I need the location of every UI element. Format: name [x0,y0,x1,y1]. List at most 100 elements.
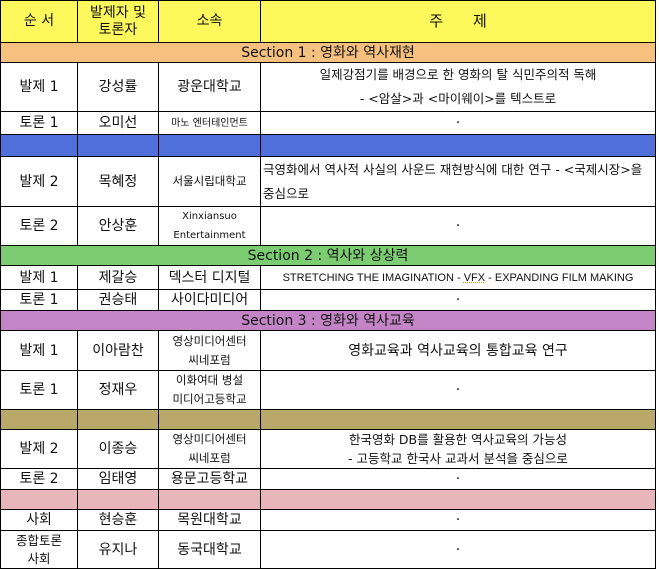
affiliation-line: Entertainment [173,230,246,241]
affiliation: 목원대학교 [158,509,261,531]
order: 토론 2 [0,206,78,246]
table-row: 사회 현승훈 목원대학교 · [0,509,656,531]
topic-line: 일제강점기를 배경으로 한 영화의 탈 식민주의적 독해 [319,67,597,82]
section-2-title: Section 2 : 역사와 상상력 [0,245,656,266]
person: 목혜정 [77,156,159,207]
spacer-cell [158,489,261,510]
topic: 일제강점기를 배경으로 한 영화의 탈 식민주의적 독해 - <암살>과 <마이웨… [260,62,656,112]
spacer-cell [158,409,261,430]
affiliation: 광운대학교 [158,62,261,112]
person: 현승훈 [77,509,159,531]
person: 정재우 [77,370,159,410]
table-row: 발제 1 제갈승 덱스터 디지털 STRETCHING THE IMAGINAT… [0,265,656,290]
affiliation-line: 영상미디어센터 [172,432,247,446]
topic: · [260,370,656,410]
affiliation: 덱스터 디지털 [158,265,261,290]
section-1-header: Section 1 : 영화와 역사재현 [0,42,656,63]
order-line: 종합토론 [15,532,62,548]
section-1-title: Section 1 : 영화와 역사재현 [0,42,656,63]
topic-part: - EXPANDING FILM MAKING [485,271,634,284]
topic-line: - 고등학교 한국사 교과서 분석을 중심으로 [348,451,568,466]
affiliation-line: 씨네포럼 [188,352,231,367]
person: 권승태 [77,289,159,311]
topic-line: - <암살>과 <마이웨이>를 텍스트로 [359,91,557,106]
affiliation: 사이다미디어 [158,289,261,311]
spacer-cell [77,409,159,430]
order: 사회 [0,509,78,531]
order: 발제 2 [0,156,78,207]
person: 임태영 [77,468,159,490]
spacer-cell [0,409,78,430]
affiliation-line: 이화여대 병설 [175,373,244,387]
table-row: 토론 2 임태영 용문고등학교 · [0,468,656,490]
spacer-cell [77,489,159,510]
person: 강성률 [77,62,159,112]
spacer-cell [77,134,159,157]
affiliation: 용문고등학교 [158,468,261,490]
order: 발제 1 [0,62,78,112]
spacer-row [0,409,656,430]
affiliation-line: Xinxiansuo [182,211,237,222]
topic-part: VFX [463,271,486,284]
affiliation-line: 영상미디어센터 [172,333,247,348]
order: 토론 1 [0,289,78,311]
section-2-header: Section 2 : 역사와 상상력 [0,245,656,266]
topic: STRETCHING THE IMAGINATION - VFX - EXPAN… [260,265,656,290]
topic: · [260,206,656,246]
table-row: 토론 2 안상훈 Xinxiansuo Entertainment · [0,206,656,246]
person: 유지나 [77,530,159,569]
spacer-row [0,134,656,157]
person: 이종승 [77,429,159,469]
topic: · [260,530,656,569]
order: 발제 2 [0,429,78,469]
person: 안상훈 [77,206,159,246]
table-row: 발제 2 목혜정 서울시립대학교 극영화에서 역사적 사실의 사운드 재현방식에… [0,156,656,207]
topic: · [260,468,656,490]
person: 오미선 [77,111,159,135]
header-affiliation: 소속 [158,0,261,43]
section-3-header: Section 3 : 영화와 역사교육 [0,310,656,331]
spacer-cell [0,134,78,157]
topic: · [260,509,656,531]
order: 발제 1 [0,330,78,371]
affiliation: Xinxiansuo Entertainment [158,206,261,246]
spacer-cell [260,409,656,430]
topic: 극영화에서 역사적 사실의 사운드 재현방식에 대한 연구 - <국제시장>을 … [260,156,656,207]
topic: 한국영화 DB를 활용한 역사교육의 가능성 - 고등학교 한국사 교과서 분석을… [260,429,656,469]
header-topic: 주 제 [260,0,656,43]
affiliation-line: 씨네포럼 [188,451,231,465]
affiliation: 동국대학교 [158,530,261,569]
spacer-cell [260,134,656,157]
order: 토론 2 [0,468,78,490]
spacer-row [0,489,656,510]
header-person: 발제자 및 토론자 [77,0,159,43]
topic-part: STRETCHING THE IMAGINATION - [282,271,464,284]
spacer-cell [0,489,78,510]
order: 토론 1 [0,370,78,410]
affiliation-line: 미디어고등학교 [172,392,247,406]
table-row: 토론 1 오미선 마노 엔터테인먼트 · [0,111,656,135]
header-row: 순 서 발제자 및 토론자 소속 주 제 [0,0,656,43]
order: 토론 1 [0,111,78,135]
topic: · [260,111,656,135]
topic-line: 한국영화 DB를 활용한 역사교육의 가능성 [348,432,568,447]
section-3-title: Section 3 : 영화와 역사교육 [0,310,656,331]
affiliation: 마노 엔터테인먼트 [158,111,261,135]
topic: · [260,289,656,311]
header-order: 순 서 [0,0,78,43]
person: 이아람찬 [77,330,159,371]
order-line: 사회 [27,550,51,566]
affiliation: 서울시립대학교 [158,156,261,207]
table-row: 토론 1 권승태 사이다미디어 · [0,289,656,311]
spacer-cell [158,134,261,157]
spacer-cell [260,489,656,510]
table-row: 발제 1 이아람찬 영상미디어센터 씨네포럼 영화교육과 역사교육의 통합교육 연… [0,330,656,371]
